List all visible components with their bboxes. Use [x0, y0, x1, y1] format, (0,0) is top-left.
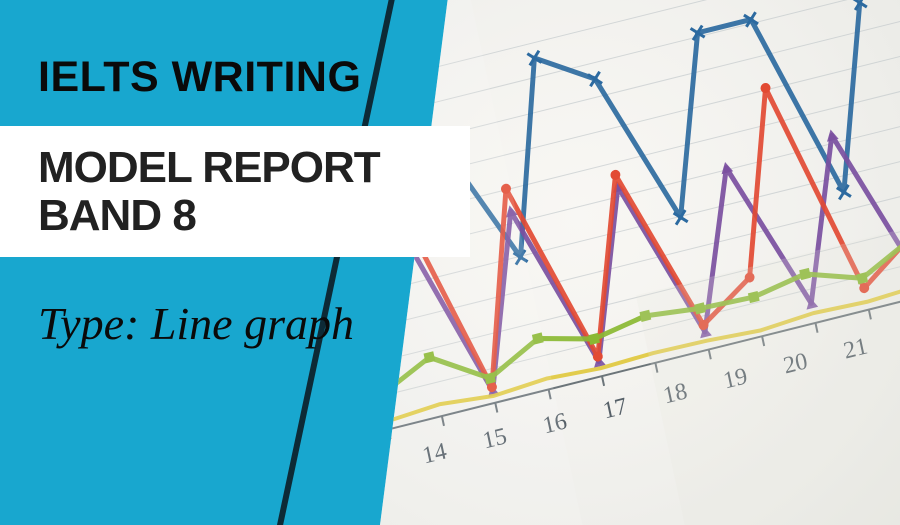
- heading-top: IELTS WRITING: [38, 55, 430, 100]
- text-panel: IELTS WRITING MODEL REPORT BAND 8 Type: …: [0, 0, 430, 525]
- heading-line2: BAND 8: [38, 192, 440, 240]
- subtitle: Type: Line graph: [38, 297, 430, 350]
- white-band: MODEL REPORT BAND 8: [0, 126, 470, 257]
- heading-line1: MODEL REPORT: [38, 144, 440, 192]
- line-chart-svg: 1415161718192021: [380, 0, 900, 525]
- chart-photo: 1415161718192021: [380, 0, 900, 525]
